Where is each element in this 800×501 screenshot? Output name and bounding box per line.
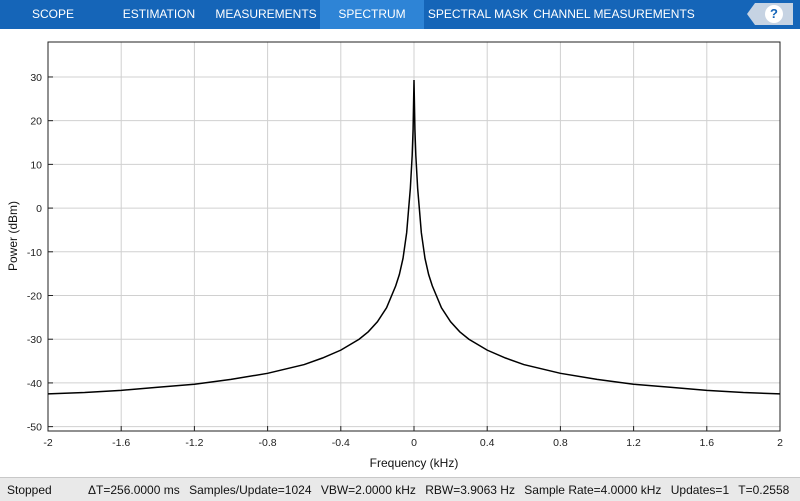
y-tick-label: -40	[27, 378, 42, 390]
x-tick-label: 0.8	[553, 437, 568, 449]
y-tick-label: 10	[30, 159, 42, 171]
y-tick-label: -30	[27, 334, 42, 346]
y-tick-label: 20	[30, 116, 42, 128]
tab-spectrum[interactable]: SPECTRUM	[320, 0, 424, 29]
tab-measurements[interactable]: MEASUREMENTS	[215, 7, 317, 21]
vbw-readout: VBW=2.0000 kHz	[320, 483, 416, 497]
spectrum-plot-area: -2 -1.6 -1.2 -0.8 -0.4 0 0.4 0.8 1.2 1.6 2 -50 -40 -3…	[0, 29, 800, 477]
y-axis-label: Power (dBm)	[6, 201, 20, 271]
samples-per-update-readout: Samples/Update=1024	[189, 483, 312, 497]
x-tick-label: -0.8	[259, 437, 277, 449]
toolstrip-tab-bar: SCOPE ESTIMATION MEASUREMENTS SPECTRUM S…	[0, 0, 800, 29]
x-tick-label: 0.4	[480, 437, 495, 449]
y-tick-label: 0	[36, 203, 42, 215]
collapse-chevron-icon[interactable]	[747, 3, 755, 25]
spectrum-trace-line	[47, 80, 781, 395]
x-tick-label: 2	[777, 437, 783, 449]
time-readout: T=0.2558	[738, 483, 790, 497]
x-tick-label: -1.2	[185, 437, 203, 449]
tab-channel-measurements[interactable]: CHANNEL MEASUREMENTS	[533, 7, 695, 21]
y-tick-label: -50	[27, 422, 42, 434]
delta-t-readout: ΔT=256.0000 ms	[88, 483, 180, 497]
run-state-text: Stopped	[7, 483, 52, 497]
status-bar: Stopped ΔT=256.0000 ms Samples/Update=10…	[0, 477, 800, 501]
x-tick-label: -0.4	[332, 437, 350, 449]
y-tick-label: 30	[30, 72, 42, 84]
tab-estimation[interactable]: ESTIMATION	[122, 7, 196, 21]
x-tick-label: -2	[43, 437, 52, 449]
x-tick-label: 0	[411, 437, 417, 449]
help-area: ?	[747, 3, 793, 25]
x-tick-label: 1.6	[699, 437, 714, 449]
x-tick-label: 1.2	[626, 437, 641, 449]
updates-readout: Updates=1	[670, 483, 730, 497]
help-button[interactable]: ?	[755, 3, 793, 25]
status-details: ΔT=256.0000 ms Samples/Update=1024 VBW=2…	[88, 483, 795, 497]
question-mark-icon: ?	[765, 5, 783, 23]
x-axis-label: Frequency (kHz)	[370, 456, 459, 470]
rbw-readout: RBW=3.9063 Hz	[425, 483, 515, 497]
tab-scope[interactable]: SCOPE	[31, 7, 74, 21]
y-tick-label: -20	[27, 291, 42, 303]
x-tick-label: -1.6	[112, 437, 130, 449]
y-tick-label: -10	[27, 247, 42, 259]
tab-spectral-mask[interactable]: SPECTRAL MASK	[427, 7, 529, 21]
sample-rate-readout: Sample Rate=4.0000 kHz	[524, 483, 662, 497]
spectrum-chart: -2 -1.6 -1.2 -0.8 -0.4 0 0.4 0.8 1.2 1.6 2 -50 -40 -3…	[6, 41, 783, 470]
